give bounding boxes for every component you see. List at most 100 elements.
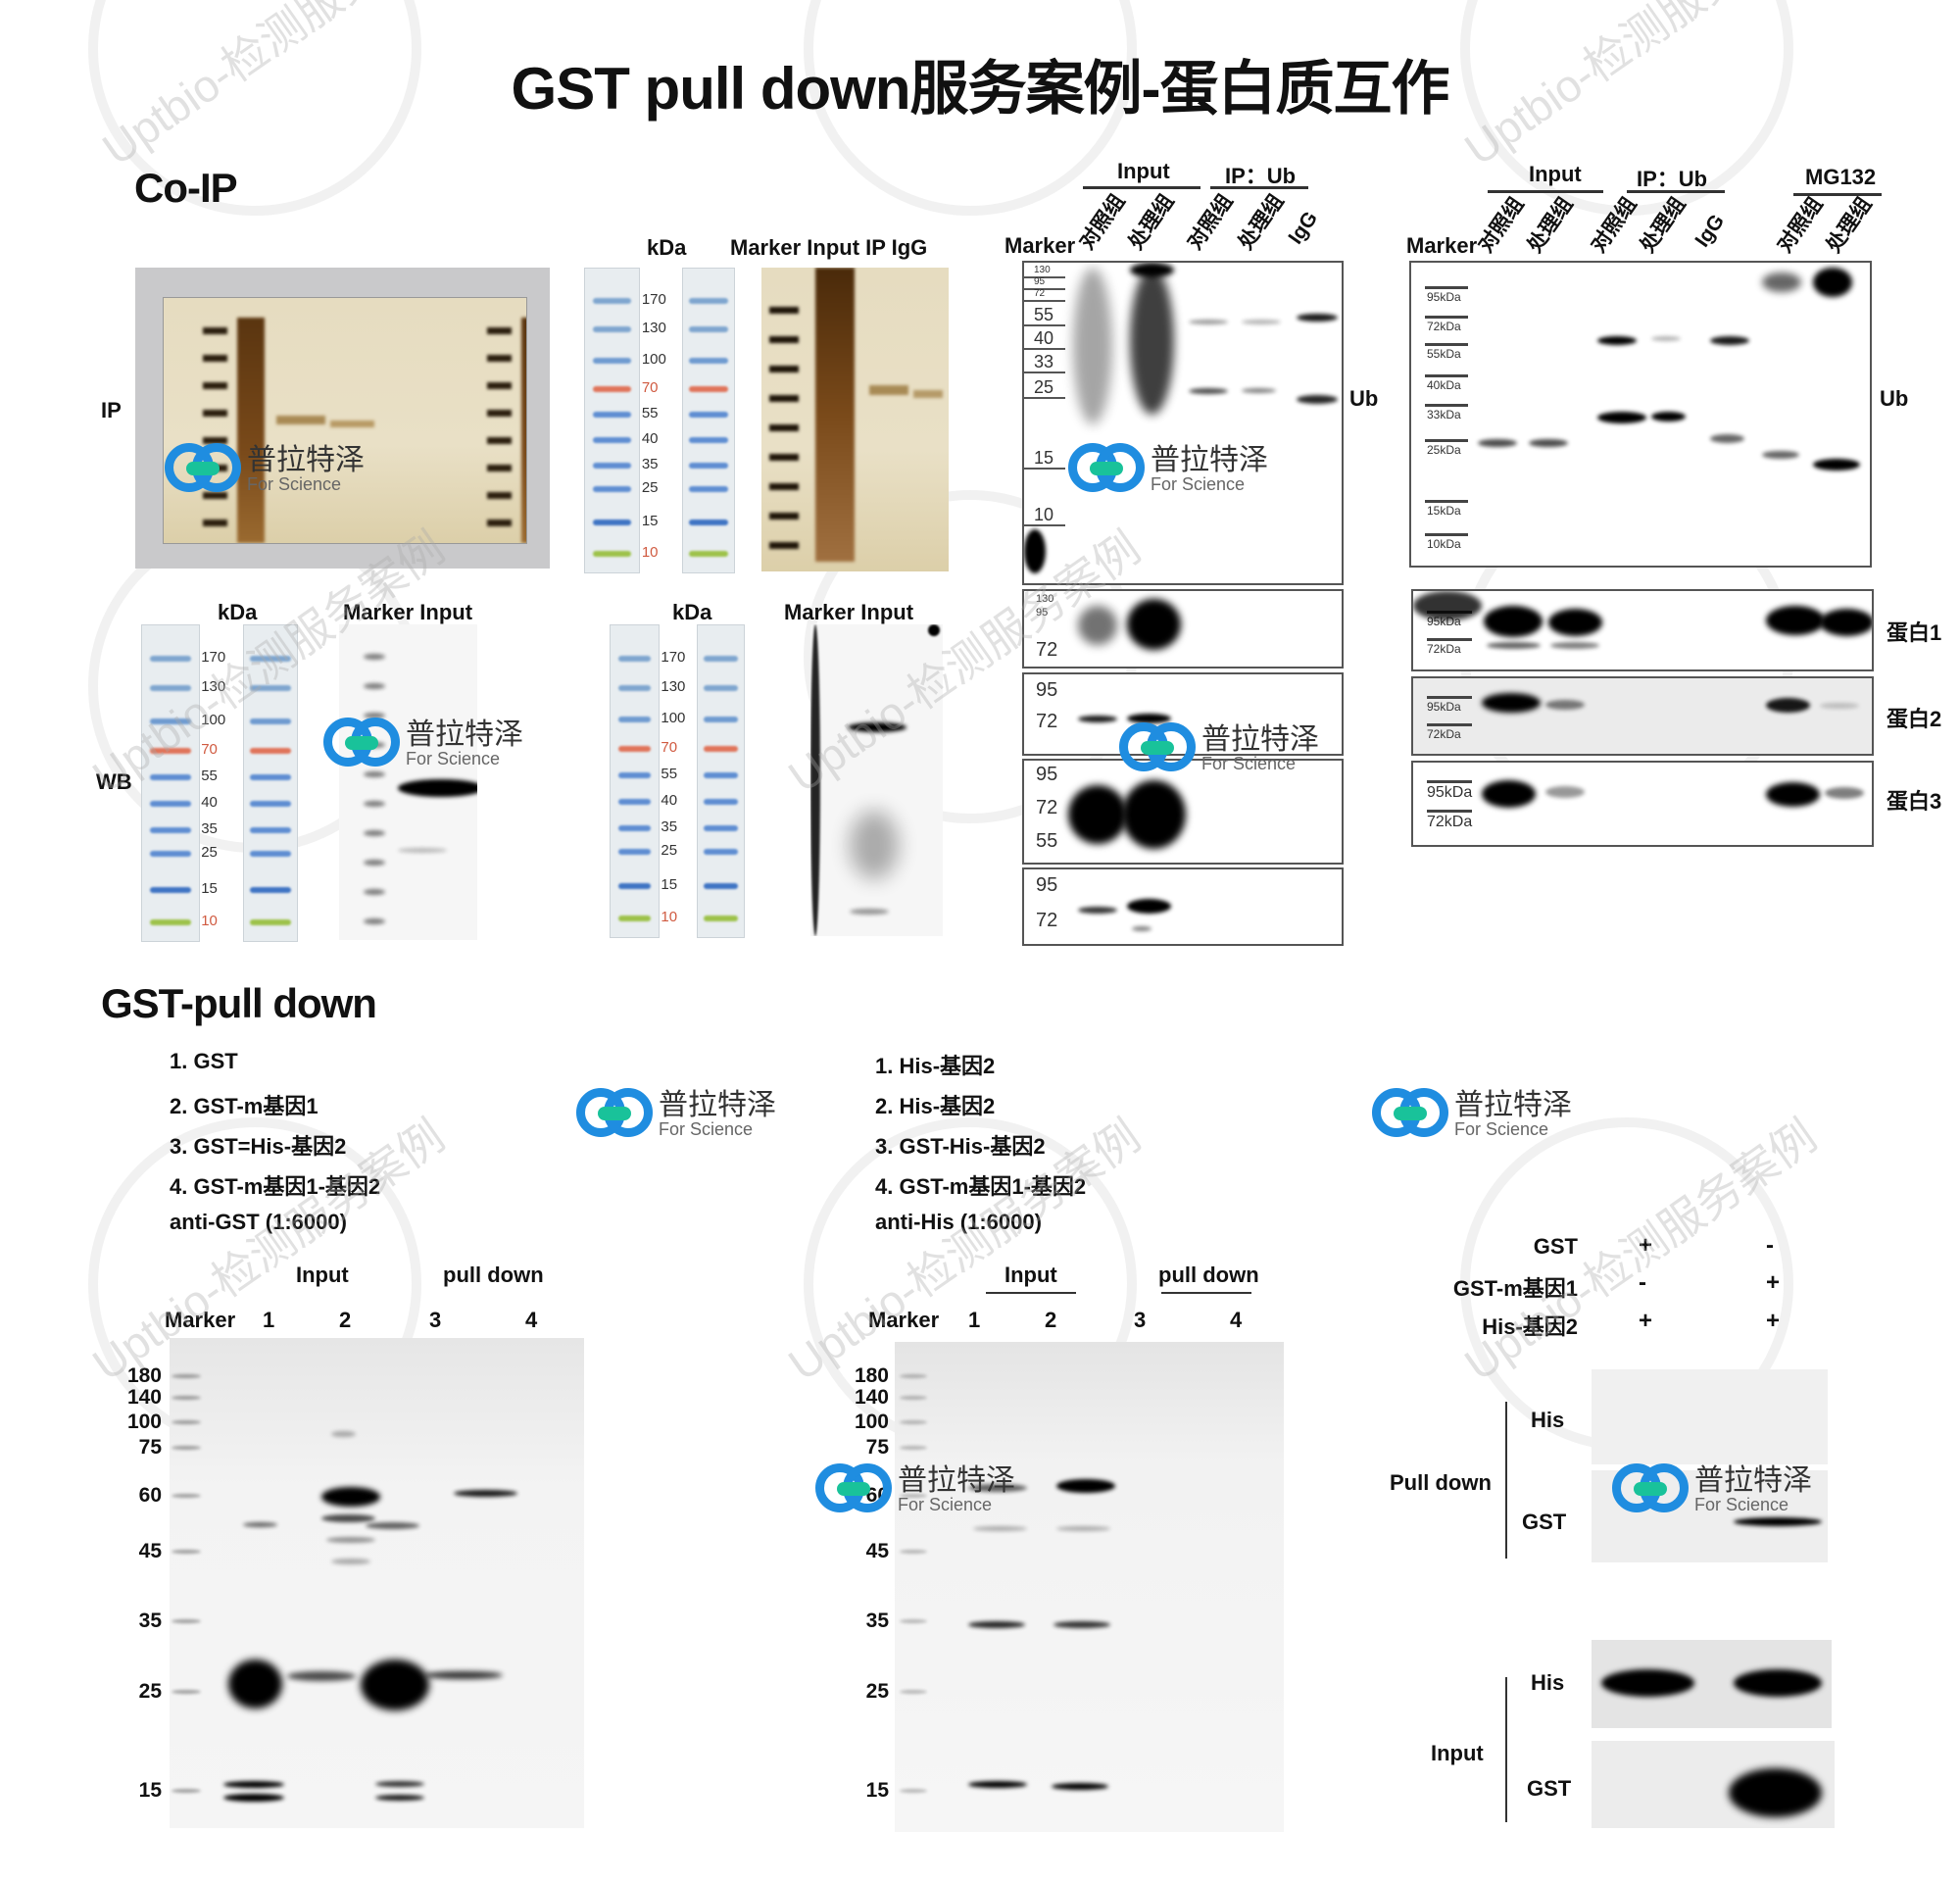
marker-line (1425, 404, 1468, 407)
protein-band (364, 683, 385, 689)
anti-his-blot (895, 1342, 1284, 1832)
gel-lane (769, 483, 799, 490)
protein-band (172, 1396, 201, 1400)
condition-value: - (1639, 1269, 1646, 1296)
logo-mark-icon (576, 1088, 653, 1141)
condition-value: + (1639, 1232, 1653, 1259)
blot-strip: 95 72 (1022, 867, 1344, 946)
ladder-kda-label: 170 (201, 649, 226, 667)
page-title: GST pull down服务案例-蛋白质互作 (511, 56, 1450, 122)
blot-strip: 95kDa 72kDa (1411, 761, 1874, 847)
protein-band (1054, 1621, 1110, 1628)
ladder-kda-label: 15 (661, 876, 678, 894)
protein-band (1545, 700, 1585, 710)
protein-band (900, 1789, 927, 1793)
marker-tick: 72kDa (1427, 642, 1461, 656)
lane-label: 处理组 (1636, 193, 1690, 257)
marker-line (1024, 324, 1065, 326)
gel-lane (487, 465, 512, 471)
row-label-gst: GST (1527, 1776, 1572, 1801)
kda-label: kDa (672, 600, 712, 624)
logo-mark-icon (1372, 1088, 1448, 1141)
input-label: Input (1431, 1741, 1484, 1765)
ladder-lane (584, 268, 641, 573)
protein-band (900, 1396, 927, 1400)
protein-band (1766, 698, 1810, 713)
marker-line (1425, 439, 1468, 442)
blot-strip: 95kDa 72kDa (1411, 676, 1874, 756)
gel-lane (487, 520, 512, 526)
ladder-band (593, 437, 632, 444)
marker-tick: 10 (1034, 505, 1054, 524)
marker-lane-label: Marker (165, 1308, 236, 1332)
ladder-band (704, 883, 738, 890)
protein-band (1529, 439, 1568, 447)
protein-band (810, 624, 820, 936)
protein-band (1078, 907, 1117, 914)
ladder-kda-label: 70 (201, 740, 218, 758)
protein-band (968, 1781, 1027, 1788)
ladder-band (689, 358, 729, 365)
logo-text: 普拉特泽 For Science (1454, 1091, 1572, 1139)
ladder-kda-label: 10 (201, 912, 218, 929)
protein-band (1297, 395, 1338, 404)
ladder-kda-label: 40 (661, 791, 678, 809)
gel-lane (769, 395, 799, 402)
protein-band (375, 1781, 424, 1787)
gel-lane (203, 327, 227, 334)
ladder-band (689, 485, 729, 492)
ladder-kda-label: 130 (201, 678, 226, 696)
protein-band (326, 1537, 375, 1543)
protein-band (1056, 1479, 1115, 1493)
protein-band (172, 1494, 201, 1498)
mw-tick: 15 (138, 1779, 162, 1802)
gel-lane (487, 410, 512, 417)
ladder-band (250, 773, 292, 780)
ladder-kda-label: 100 (641, 351, 666, 369)
ladder-band (593, 412, 632, 419)
ladder-kda-label: 25 (661, 841, 678, 859)
logo-en-text: For Science (1454, 1119, 1549, 1139)
marker-tick: 55 (1036, 830, 1058, 852)
ladder-band (250, 747, 292, 754)
mw-tick: 75 (138, 1436, 162, 1459)
protein-band (172, 1690, 201, 1694)
ip-row-label: IP (101, 398, 122, 422)
lane-label: 对照组 (1474, 193, 1529, 257)
ladder-band (618, 684, 652, 691)
gel-lane (913, 390, 943, 398)
marker-line (1427, 810, 1472, 813)
marker-tick: 10kDa (1427, 537, 1461, 551)
ladder-band (689, 520, 729, 526)
ladder-band (689, 551, 729, 558)
gel-lane (769, 454, 799, 461)
protein-band (364, 889, 385, 895)
mw-tick: 100 (126, 1411, 162, 1433)
wb-lane-header: Marker Input (343, 600, 473, 624)
ladder-kda-label: 100 (201, 711, 226, 728)
ladder-band (150, 718, 191, 724)
protein-band (223, 1794, 284, 1802)
protein-band (1601, 1669, 1694, 1697)
ladder-band (689, 437, 729, 444)
protein-band (172, 1446, 201, 1450)
protein-band (1127, 714, 1171, 723)
ladder-band (593, 520, 632, 526)
protein-band (424, 1671, 503, 1679)
gel-lane (487, 437, 512, 444)
marker-tick: 130 (1034, 265, 1051, 275)
mw-tick: 35 (865, 1610, 889, 1632)
ladder-band (250, 718, 292, 724)
wb-blot (810, 624, 943, 936)
protein-band (1710, 434, 1744, 443)
gel-lane (203, 382, 227, 389)
protein-band (1550, 642, 1599, 649)
marker-tick: 95 (1036, 607, 1049, 619)
ladder-kda-label: 55 (661, 766, 678, 783)
mw-tick: 140 (126, 1386, 162, 1409)
protein-band (172, 1619, 201, 1623)
lane-number: 2 (1045, 1308, 1057, 1332)
gel-lane (203, 355, 227, 362)
marker-line (1425, 533, 1468, 536)
protein-label: 蛋白1 (1886, 620, 1942, 645)
